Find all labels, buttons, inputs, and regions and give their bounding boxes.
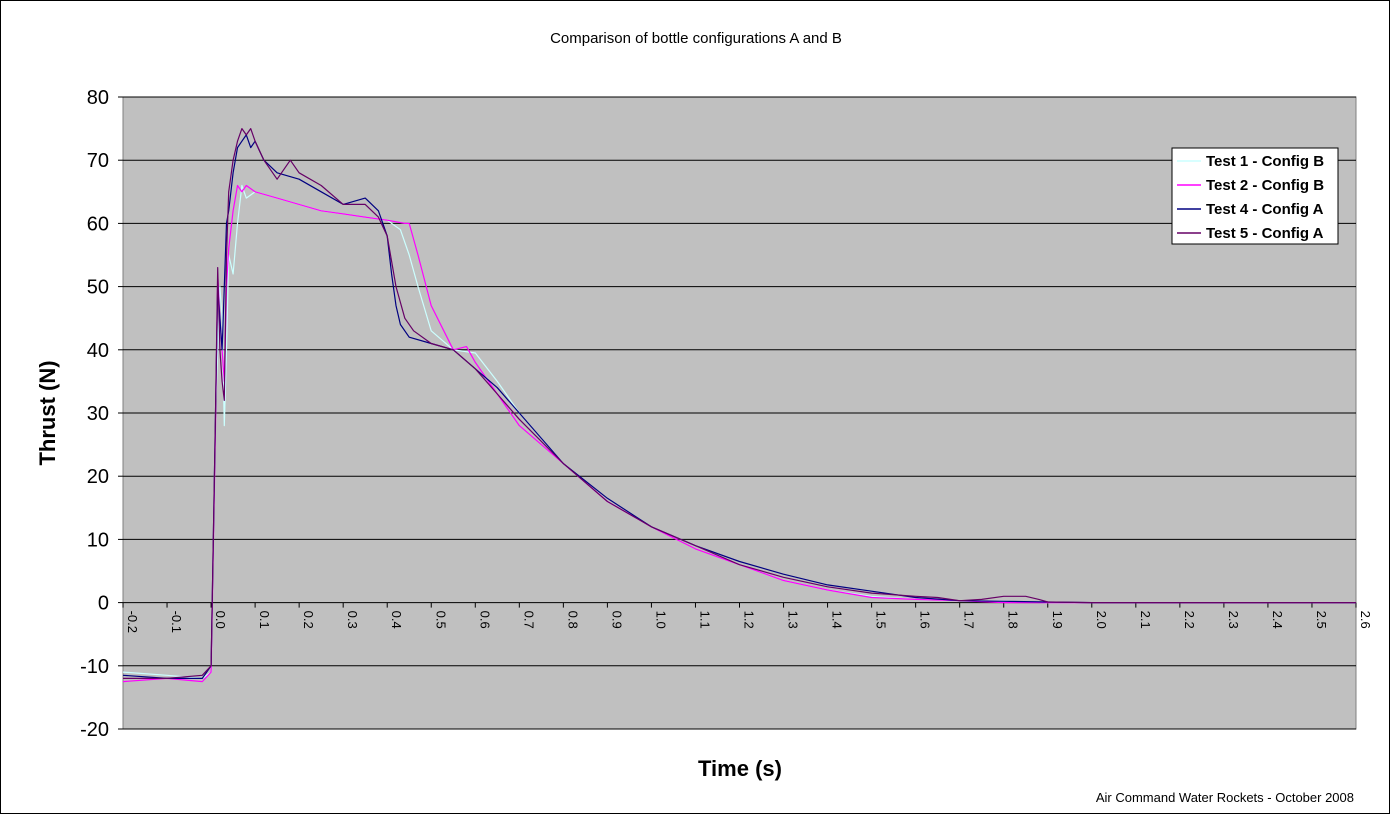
x-tick-label: 1.4	[830, 611, 845, 629]
x-tick-label: -0.2	[125, 611, 140, 633]
y-tick-label: 80	[87, 87, 109, 109]
x-tick-label: 2.0	[1094, 611, 1109, 629]
x-tick-label: 2.6	[1358, 611, 1373, 629]
y-tick-label: 50	[87, 277, 109, 299]
x-tick-label: 0.0	[213, 611, 228, 629]
legend-label: Test 4 - Config A	[1206, 201, 1324, 218]
x-tick-label: 2.2	[1182, 611, 1197, 629]
x-tick-label: 1.1	[697, 611, 712, 629]
x-tick-label: -0.1	[169, 611, 184, 633]
x-tick-label: 2.1	[1138, 611, 1153, 629]
y-tick-label: 40	[87, 340, 109, 362]
y-tick-label: -20	[80, 719, 109, 741]
y-tick-label: 70	[87, 150, 109, 172]
y-tick-label: 0	[98, 593, 109, 615]
x-axis-ticks: -0.2 -0.1 0.0 0.1 0.2 0.3 0.4 0.5 0.6 0.7 0.8 0.9 1.…	[122, 602, 1373, 633]
y-tick-label: -10	[80, 656, 109, 678]
x-tick-label: 1.8	[1006, 611, 1021, 629]
legend-box	[1171, 147, 1339, 245]
x-tick-label: 0.2	[301, 611, 316, 629]
series-line-4	[123, 127, 1356, 680]
legend-label: Test 5 - Config A	[1206, 225, 1324, 242]
x-axis-label: Time (s)	[698, 756, 782, 781]
x-tick-label: 0.6	[477, 611, 492, 629]
x-tick-label: 2.4	[1270, 611, 1285, 629]
x-tick-label: 1.7	[962, 611, 977, 629]
y-axis-label: Thrust (N)	[35, 360, 60, 465]
y-tick-label: 60	[87, 213, 109, 235]
credit-text: Air Command Water Rockets - October 2008	[1096, 790, 1354, 805]
series-line-2	[122, 184, 1356, 683]
x-tick-label: 2.5	[1314, 611, 1329, 629]
legend: Test 1 - Config B Test 2 - Config B Test 4…	[1171, 147, 1339, 245]
y-tick-label: 20	[87, 466, 109, 488]
x-tick-label: 0.3	[345, 611, 360, 629]
y-tick-label: 30	[87, 403, 109, 425]
legend-label: Test 2 - Config B	[1206, 177, 1324, 194]
x-tick-label: 1.6	[918, 611, 933, 629]
y-axis-ticks: 80 70 60 50 40 30 20 10 0 -10 -20	[80, 87, 123, 741]
series-line-3	[122, 134, 1356, 680]
x-tick-label: 1.0	[653, 611, 668, 629]
y-tick-label: 10	[87, 529, 109, 551]
x-tick-label: 0.8	[565, 611, 580, 629]
legend-label: Test 1 - Config B	[1206, 153, 1324, 170]
x-tick-label: 0.5	[433, 611, 448, 629]
x-tick-label: 0.4	[389, 611, 404, 629]
x-tick-label: 1.9	[1050, 611, 1065, 629]
x-tick-label: 1.3	[786, 611, 801, 629]
x-tick-label: 1.2	[742, 611, 757, 629]
x-tick-label: 1.5	[874, 611, 889, 629]
x-tick-label: 0.7	[521, 611, 536, 629]
x-tick-label: 0.9	[609, 611, 624, 629]
x-tick-label: 2.3	[1226, 611, 1241, 629]
x-tick-label: 0.1	[257, 611, 272, 629]
series-lines	[122, 127, 1356, 683]
chart-title: Comparison of bottle configurations A an…	[550, 30, 842, 47]
